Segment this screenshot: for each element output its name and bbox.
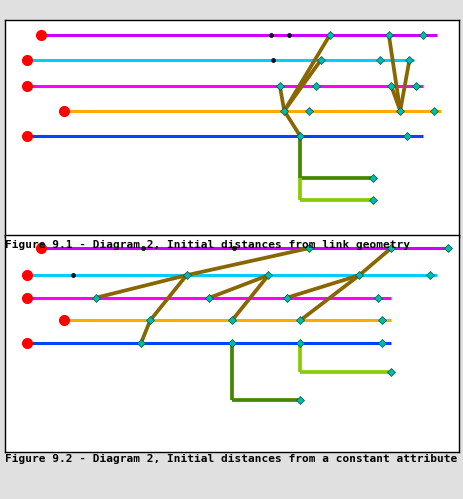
Text: Figure 9.1 - Diagram 2, Initial distances from link geometry: Figure 9.1 - Diagram 2, Initial distance… (5, 240, 409, 250)
Text: Figure 9.2 - Diagram 2, Initial distances from a constant attribute: Figure 9.2 - Diagram 2, Initial distance… (5, 454, 456, 464)
